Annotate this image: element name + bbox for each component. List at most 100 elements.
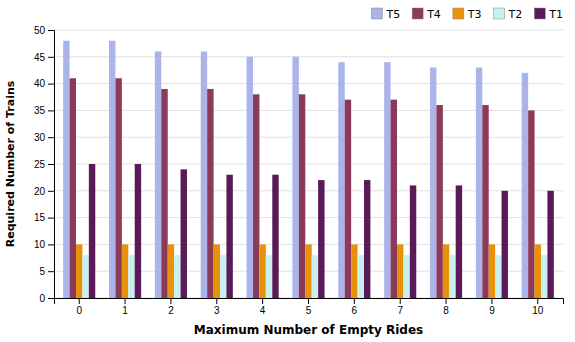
legend-item: T1 <box>534 8 563 21</box>
y-tick: 10 <box>34 239 54 250</box>
legend-swatch <box>534 8 545 19</box>
legend-label: T4 <box>426 8 441 21</box>
bar <box>436 105 442 298</box>
x-axis: 012345678910 <box>55 298 564 316</box>
bar <box>122 244 128 298</box>
bar <box>364 180 370 298</box>
y-axis: 05101520253035404550 <box>34 25 55 304</box>
y-tick-mark <box>48 191 54 192</box>
y-tick: 45 <box>34 52 54 63</box>
bar-series <box>63 41 528 298</box>
grid <box>54 30 563 298</box>
y-tick: 40 <box>34 78 54 89</box>
bar <box>502 191 508 298</box>
bar <box>345 100 351 298</box>
x-tick-label: 2 <box>168 305 174 316</box>
x-tick-label: 0 <box>76 305 82 316</box>
bar-series <box>76 244 541 298</box>
x-tick-mark <box>262 298 263 304</box>
y-tick-label: 45 <box>34 52 46 63</box>
bar <box>214 244 220 298</box>
bar <box>226 175 232 298</box>
bar <box>522 73 528 298</box>
y-tick-mark <box>48 244 54 245</box>
bar <box>82 255 88 298</box>
x-axis-title: Maximum Number of Empty Rides <box>194 323 423 337</box>
legend-item: T3 <box>453 8 482 21</box>
bar <box>476 68 482 298</box>
legend-swatch <box>371 8 382 19</box>
x-tick-label: 8 <box>443 305 449 316</box>
y-axis-line <box>48 31 55 299</box>
x-tick-label: 4 <box>260 305 266 316</box>
x-tick-mark <box>170 298 171 304</box>
grid-line <box>54 56 563 57</box>
legend-swatch <box>412 8 423 19</box>
bar <box>266 255 272 298</box>
bar <box>312 255 318 298</box>
bar <box>397 244 403 298</box>
legend-label: T2 <box>508 8 523 21</box>
bar <box>89 164 95 298</box>
bar <box>109 41 115 298</box>
y-tick-mark <box>48 84 54 85</box>
bar <box>247 57 253 298</box>
bar-series <box>82 255 547 298</box>
y-tick: 25 <box>34 159 54 170</box>
y-tick-mark <box>48 110 54 111</box>
x-tick: 4 <box>260 298 266 316</box>
bars <box>63 41 554 298</box>
plot: 01234567891005101520253035404550 <box>34 25 564 316</box>
x-tick: 10 <box>532 298 544 316</box>
bar <box>155 51 161 298</box>
x-tick-mark <box>537 298 538 304</box>
bar <box>384 62 390 298</box>
y-tick-mark <box>48 30 54 31</box>
y-tick-mark <box>48 271 54 272</box>
bar <box>430 68 436 298</box>
bar <box>135 164 141 298</box>
bar <box>489 244 495 298</box>
y-tick: 30 <box>34 132 54 143</box>
bar-series <box>70 78 535 298</box>
legend-swatch <box>453 8 464 19</box>
bar <box>253 94 259 298</box>
bar <box>272 175 278 298</box>
bar <box>299 94 305 298</box>
bar <box>338 62 344 298</box>
bar <box>351 244 357 298</box>
bar <box>201 51 207 298</box>
bar <box>535 244 541 298</box>
bar <box>181 169 187 298</box>
x-tick-mark <box>446 298 447 304</box>
y-tick-label: 10 <box>34 239 46 250</box>
bar <box>410 185 416 298</box>
bar <box>456 185 462 298</box>
bar <box>547 191 553 298</box>
x-tick: 0 <box>76 298 82 316</box>
bar <box>449 255 455 298</box>
bar <box>318 180 324 298</box>
y-tick-label: 25 <box>34 159 46 170</box>
bar <box>115 78 121 298</box>
y-tick: 15 <box>34 212 54 223</box>
x-tick: 2 <box>168 298 174 316</box>
bar <box>528 110 534 298</box>
y-tick-label: 50 <box>34 25 46 36</box>
bar <box>305 244 311 298</box>
bar <box>403 255 409 298</box>
bar <box>174 255 180 298</box>
x-axis-line <box>55 299 564 305</box>
x-tick: 8 <box>443 298 449 316</box>
chart: 01234567891005101520253035404550Maximum … <box>0 0 575 342</box>
x-tick-mark <box>400 298 401 304</box>
x-tick-label: 5 <box>306 305 312 316</box>
bar <box>391 100 397 298</box>
legend-item: T4 <box>412 8 441 21</box>
grid-line <box>54 30 563 31</box>
y-tick-mark <box>48 164 54 165</box>
x-tick: 1 <box>122 298 128 316</box>
y-tick: 50 <box>34 25 54 36</box>
legend-label: T3 <box>467 8 482 21</box>
legend-item: T2 <box>494 8 523 21</box>
